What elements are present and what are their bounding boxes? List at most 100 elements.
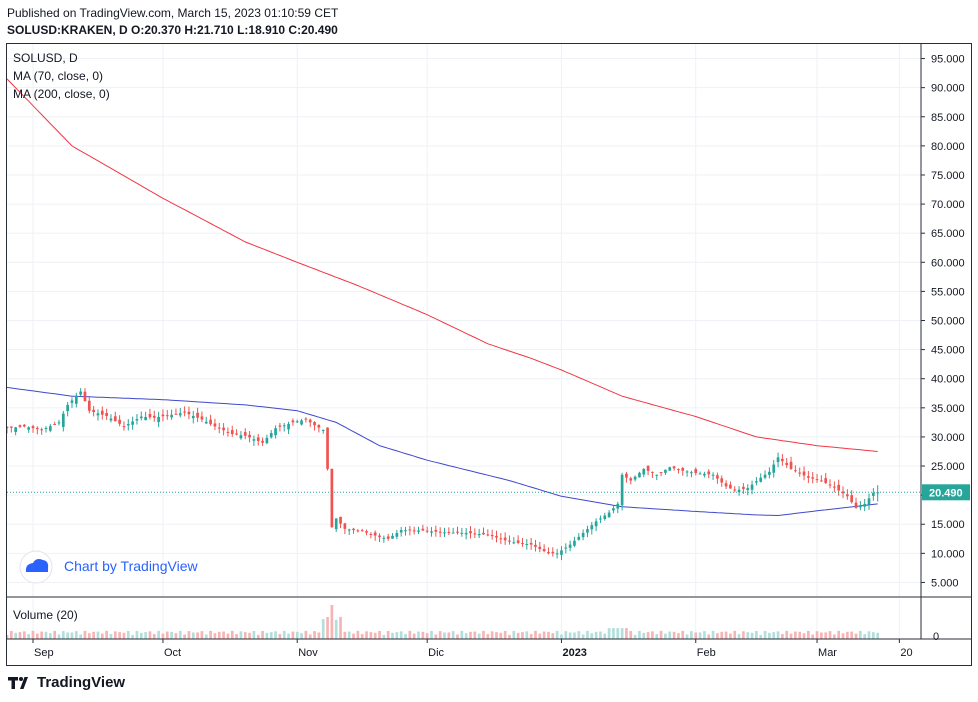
volume-bar	[828, 631, 832, 639]
candle-body	[165, 415, 169, 417]
candle-body	[126, 423, 130, 426]
volume-bar	[655, 634, 659, 639]
chart-frame[interactable]: 95.000 90.000 85.000 80.000 75.000 70.000 65.0…	[5, 43, 972, 666]
volume-bar	[620, 628, 624, 639]
volume-bar	[846, 631, 849, 639]
volume-bar	[503, 630, 507, 639]
candle-body	[703, 473, 706, 476]
volume-bar	[183, 634, 186, 639]
volume-bar	[651, 631, 654, 639]
volume-bar	[222, 631, 225, 639]
volume-bar	[261, 630, 264, 639]
candle-body	[96, 413, 100, 416]
candle-body	[802, 471, 806, 476]
candle-body	[243, 432, 247, 436]
volume-bar	[560, 634, 563, 639]
candle-body	[837, 484, 841, 491]
volume-bar	[79, 634, 82, 639]
tradingview-watermark[interactable]: Chart by TradingView	[19, 550, 198, 584]
volume-bar	[703, 631, 706, 639]
candle-body	[187, 411, 191, 415]
candle-body	[772, 464, 776, 473]
legend-ma70: MA (70, close, 0)	[13, 69, 103, 83]
y-tick-label: 65.000	[931, 228, 965, 240]
candle-body	[326, 427, 329, 469]
candle-body	[278, 425, 282, 427]
volume-bar	[187, 631, 191, 639]
volume-bar	[447, 632, 451, 639]
candle-body	[365, 531, 368, 533]
candle-body	[521, 543, 524, 545]
candle-body	[690, 472, 693, 474]
candle-body	[27, 427, 31, 430]
candle-body	[321, 429, 325, 431]
candle-body	[508, 540, 511, 542]
chart-svg[interactable]: 95.000 90.000 85.000 80.000 75.000 70.000 65.0…	[5, 44, 971, 665]
price-tag-text: 20.490	[929, 487, 963, 499]
volume-bar	[274, 631, 277, 639]
candle-body	[369, 534, 373, 536]
candle-body	[70, 400, 74, 403]
volume-bar	[421, 631, 425, 639]
candle-body	[334, 518, 338, 530]
volume-bar	[44, 631, 48, 639]
candle-body	[646, 465, 650, 471]
volume-bar	[599, 631, 602, 639]
candle-body	[746, 488, 750, 491]
volume-bar	[152, 634, 156, 639]
volume-bar	[759, 634, 763, 639]
cloud-icon	[25, 559, 49, 572]
candle-body	[503, 537, 507, 541]
volume-bar	[291, 631, 295, 639]
candle-body	[733, 489, 737, 491]
candle-body	[313, 422, 316, 426]
volume-bar	[139, 632, 143, 639]
volume-bar	[395, 632, 399, 639]
volume-bar	[685, 634, 689, 639]
candle-body	[434, 529, 438, 532]
volume-bar	[668, 631, 672, 639]
candle-body	[846, 494, 849, 497]
volume-bar	[538, 633, 542, 639]
candle-body	[672, 466, 676, 469]
footer-logo[interactable]: TradingView	[8, 674, 125, 691]
volume-bar	[438, 631, 442, 639]
volume-bar	[594, 631, 598, 639]
volume-bar	[35, 633, 39, 639]
candle-body	[759, 477, 763, 482]
volume-bar	[204, 634, 208, 639]
volume-bar	[126, 630, 130, 639]
y-tick-label: 70.000	[931, 199, 965, 211]
candle-body	[178, 413, 182, 416]
candle-body	[204, 421, 208, 424]
candle-body	[451, 532, 455, 534]
candle-body	[573, 540, 576, 546]
volume-bar	[27, 634, 31, 639]
candle-body	[768, 471, 771, 475]
x-tick-label: Mar	[818, 647, 837, 659]
volume-bar	[161, 633, 165, 639]
volume-bar	[577, 631, 581, 639]
candle-body	[79, 391, 82, 395]
ma200-line	[6, 78, 878, 452]
candle-body	[590, 525, 594, 530]
candle-body	[265, 437, 269, 444]
volume-bar	[304, 630, 308, 639]
x-tick-label: Nov	[298, 647, 318, 659]
volume-bar	[200, 631, 204, 639]
candles	[5, 388, 880, 561]
candle-body	[512, 542, 516, 544]
volume-bar	[716, 633, 719, 639]
candle-body	[100, 410, 104, 415]
volume-bar	[711, 630, 715, 639]
volume-bar	[794, 631, 797, 639]
volume-bar	[408, 630, 412, 639]
volume-bar	[252, 630, 256, 639]
volume-bar	[243, 632, 247, 639]
volume-bar	[573, 632, 576, 639]
volume-bar	[239, 631, 243, 639]
volume-bar	[300, 633, 303, 639]
candle-body	[499, 538, 503, 540]
volume-bar	[564, 631, 568, 639]
candle-body	[443, 532, 446, 534]
